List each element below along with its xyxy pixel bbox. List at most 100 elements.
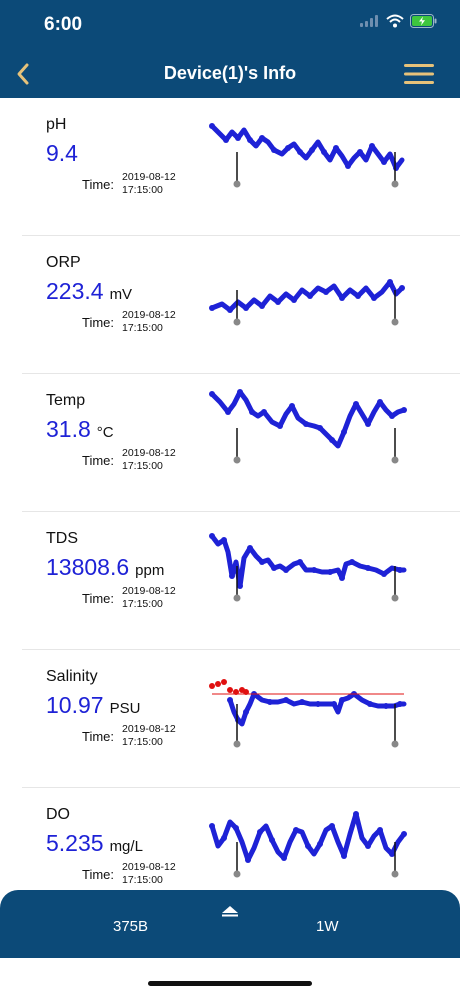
sparkline-point: [341, 853, 347, 859]
alarm-point: [233, 689, 239, 695]
sparkline-chart-tds[interactable]: [202, 526, 432, 606]
sensor-value: 10.97: [46, 692, 104, 718]
sensor-value: 5.235: [46, 830, 104, 856]
sensor-card-tds[interactable]: TDS 13808.6 ppm Time: 2019-08-12 17:15:0…: [22, 512, 460, 650]
sparkline-point: [259, 135, 265, 141]
sparkline-point: [209, 123, 215, 129]
sparkline-point: [271, 147, 277, 153]
sparkline-point: [221, 537, 227, 543]
sparkline-point: [339, 575, 345, 581]
sparkline-point: [327, 569, 333, 575]
sparkline-point: [267, 699, 273, 705]
sparkline-chart-salinity[interactable]: [202, 664, 432, 748]
sparkline-point: [275, 299, 281, 305]
sensor-name: TDS: [46, 530, 78, 547]
sensor-name: ORP: [46, 254, 81, 271]
sparkline-chart-ph[interactable]: [202, 112, 432, 192]
sparkline-point: [281, 855, 287, 861]
sensor-value-row: 5.235 mg/L: [46, 830, 143, 857]
sensor-card-ph[interactable]: pH 9.4 Time: 2019-08-12 17:15:00: [22, 98, 460, 236]
sparkline-point: [339, 697, 345, 703]
sparkline-point: [297, 149, 303, 155]
marker-dot: [233, 740, 241, 748]
time-label: Time:: [82, 867, 115, 882]
timestamp: 2019-08-12 17:15:00: [122, 309, 176, 335]
marker-dot: [391, 740, 399, 748]
sparkline-point: [389, 851, 395, 857]
sparkline-point: [235, 717, 241, 723]
sensor-unit: PSU: [109, 700, 141, 717]
sparkline-point: [353, 401, 359, 407]
time-range-selector[interactable]: 1W: [316, 918, 339, 935]
sparkline-point: [365, 421, 371, 427]
sparkline-point: [399, 285, 405, 291]
sparkline-chart-temp[interactable]: [202, 388, 432, 468]
sparkline-trace: [227, 691, 407, 727]
sparkline-point: [237, 389, 243, 395]
back-button[interactable]: [10, 58, 38, 90]
wifi-icon: [386, 14, 404, 28]
sparkline-point: [397, 567, 403, 573]
sparkline-point: [383, 703, 389, 709]
sparkline-point: [227, 697, 233, 703]
marker-dot: [233, 180, 241, 188]
sparkline-point: [235, 135, 241, 141]
sparkline-trace: [209, 533, 407, 589]
marker-dot: [391, 318, 399, 326]
alarm-point: [227, 687, 233, 693]
sparkline-point: [307, 293, 313, 299]
sparkline-point: [357, 149, 363, 155]
marker-dot: [391, 180, 399, 188]
drawer-toggle-button[interactable]: [220, 904, 240, 917]
status-bar: 6:00: [0, 0, 460, 50]
sparkline-point: [291, 297, 297, 303]
sensor-value-row: 13808.6 ppm: [46, 554, 164, 581]
sparkline-point: [227, 307, 233, 313]
navigation-bar: Device(1)'s Info: [0, 50, 460, 98]
sparkline-point: [271, 565, 277, 571]
menu-button[interactable]: [404, 62, 434, 86]
sparkline-point: [401, 407, 407, 413]
sparkline-point: [289, 403, 295, 409]
sensor-card-do[interactable]: DO 5.235 mg/L Time: 2019-08-12 17:15:00: [22, 788, 460, 893]
sensor-name: Salinity: [46, 668, 98, 685]
sparkline-point: [209, 391, 215, 397]
sparkline-point: [365, 565, 371, 571]
marker-dot: [233, 870, 241, 878]
sparkline-point: [349, 559, 355, 565]
sensor-list[interactable]: pH 9.4 Time: 2019-08-12 17:15:00 ORP 223…: [0, 98, 460, 893]
page-title: Device(1)'s Info: [163, 63, 297, 83]
sparkline-chart-do[interactable]: [202, 802, 432, 882]
sparkline-point: [269, 837, 275, 843]
status-icons: [360, 14, 438, 28]
time-label: Time:: [82, 453, 115, 468]
sparkline-point: [401, 831, 407, 837]
sparkline-point: [221, 835, 227, 841]
sensor-unit: ppm: [135, 562, 165, 579]
status-time: 6:00: [44, 14, 83, 35]
time-label: Time:: [82, 177, 115, 192]
sensor-card-temp[interactable]: Temp 31.8 °C Time: 2019-08-12 17:15:00: [22, 374, 460, 512]
device-selector[interactable]: 375B: [113, 918, 149, 935]
sparkline-point: [393, 165, 399, 171]
sparkline-chart-orp[interactable]: [202, 250, 432, 330]
sparkline-point: [247, 545, 253, 551]
sparkline-point: [329, 823, 335, 829]
time-label: Time:: [82, 591, 115, 606]
sensor-name: pH: [46, 116, 67, 133]
sensor-card-salinity[interactable]: Salinity 10.97 PSU Time: 2019-08-12 17:1…: [22, 650, 460, 788]
sparkline-point: [355, 293, 361, 299]
sensor-value: 13808.6: [46, 554, 130, 580]
sensor-value: 223.4: [46, 278, 104, 304]
sensor-value-row: 9.4: [46, 140, 84, 167]
timestamp-date: 2019-08-12: [122, 723, 176, 735]
sparkline-point: [377, 827, 383, 833]
sparkline-point: [303, 421, 309, 427]
sensor-value-row: 31.8 °C: [46, 416, 114, 443]
sparkline-point: [311, 567, 317, 573]
sensor-card-orp[interactable]: ORP 223.4 mV Time: 2019-08-12 17:15:00: [22, 236, 460, 374]
sparkline-point: [331, 701, 337, 707]
timestamp: 2019-08-12 17:15:00: [122, 861, 176, 887]
timestamp: 2019-08-12 17:15:00: [122, 171, 176, 197]
sparkline-point: [259, 303, 265, 309]
